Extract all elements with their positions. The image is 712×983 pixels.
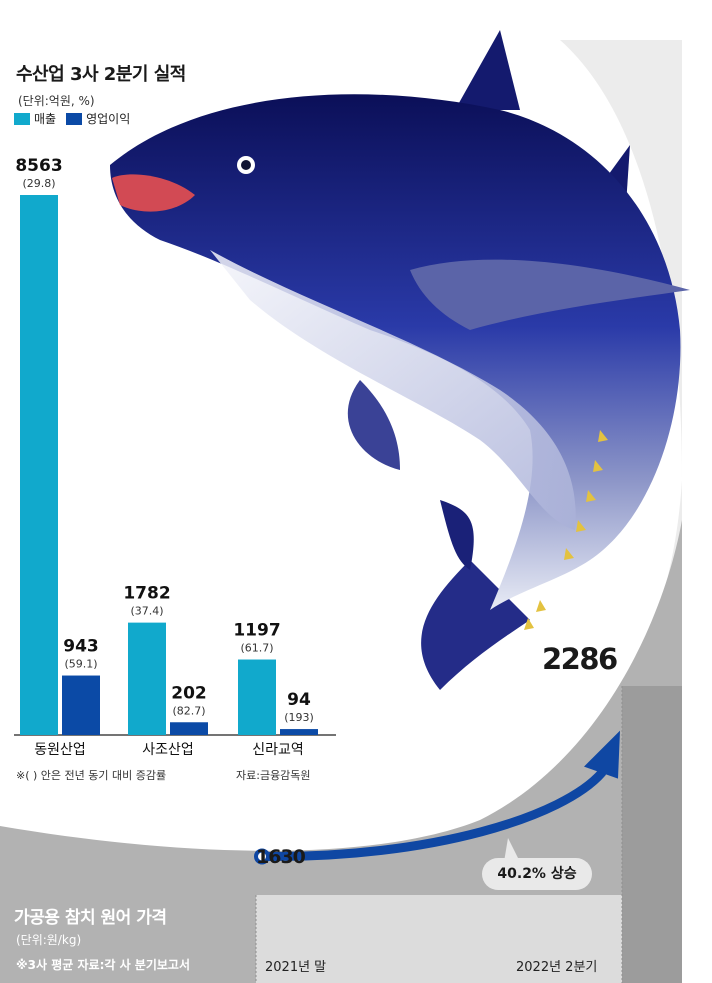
price-chart-unit: (단위:원/kg) [16,933,82,947]
bar-chart-unit: (단위:억원, %) [18,94,95,108]
bar-profit-2 [280,729,318,735]
price-arrowhead [584,730,620,779]
price-x-label-end: 2022년 2분기 [516,960,598,975]
bar-change-label: (37.4) [130,605,163,618]
price-trend-line [257,768,607,861]
bar-category-label: 사조산업 [142,742,194,758]
bar-chart-title: 수산업 3사 2분기 실적 [16,64,186,85]
bar-value-label: 94 [287,690,311,710]
bar-value-label: 943 [63,637,99,657]
bar-change-label: (82.7) [172,704,205,717]
bar-value-label: 1782 [123,584,170,604]
bar-change-label: (193) [284,711,314,724]
legend-label-profit: 영업이익 [86,112,131,126]
price-value-start: 1630 [256,846,306,868]
bar-profit-1 [170,722,208,735]
bar-sales-0 [20,195,58,735]
bar-change-label: (61.7) [240,642,273,655]
bar-change-label: (29.8) [22,177,55,190]
legend-swatch-profit [66,112,83,125]
price-value-end: 2286 [542,642,618,676]
bar-change-label: (59.1) [64,658,97,671]
bar-chart-footnote: ※( ) 안은 전년 동기 대비 증감률 [16,769,167,782]
bar-category-label: 동원산업 [34,742,86,758]
legend-item-sales: 매출 [14,110,56,127]
legend-label-sales: 매출 [34,112,57,126]
bar-value-label: 1197 [233,621,280,641]
bar-value-label: 8563 [15,156,62,176]
bar-sales-1 [128,622,166,735]
bar-sales-2 [238,659,276,735]
price-change-callout: 40.2% 상승 [482,858,592,890]
tuna-illustration [110,30,690,690]
legend-item-profit: 영업이익 [66,110,130,127]
callout-pointer [504,838,520,862]
price-x-label-start: 2021년 말 [265,960,327,975]
bar-value-label: 202 [171,683,207,703]
legend-swatch-sales [14,112,30,125]
price-start-point [254,848,270,865]
price-chart-note: ※3사 평균 자료:각 사 분기보고서 [16,958,191,972]
bar-profit-0 [62,675,100,735]
bar-chart-legend: 매출 영업이익 [14,110,140,127]
bar-chart-source: 자료:금융감독원 [236,769,311,782]
bar-category-label: 신라교역 [252,742,304,758]
price-chart-title: 가공용 참치 원어 가격 [14,908,167,928]
